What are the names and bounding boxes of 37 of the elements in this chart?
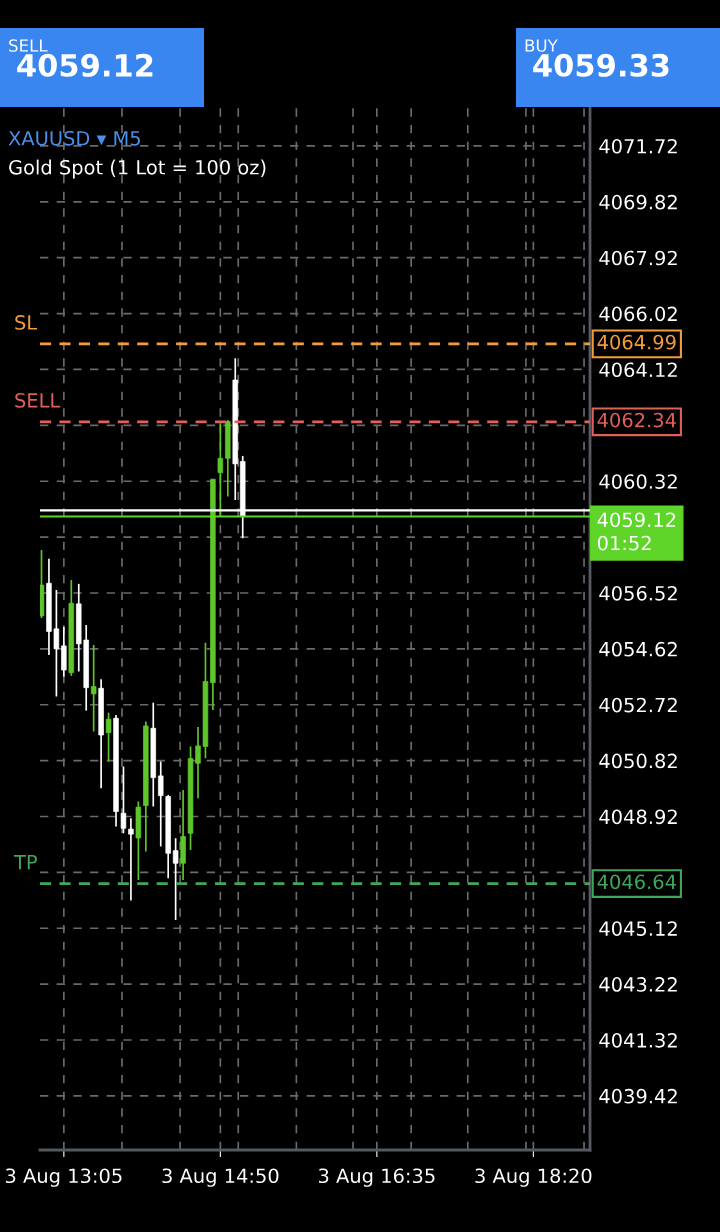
- text: 4059.33: [533, 53, 669, 77]
- ref-line-label: 4059.12 01:52: [597, 512, 676, 551]
- x-tick-label: 3 Aug 16:35: [318, 1168, 435, 1187]
- y-tick-label: 4041.32: [599, 1032, 677, 1048]
- y-tick-label: 4048.92: [599, 809, 677, 825]
- ref-line-label: 4046.64: [597, 874, 676, 890]
- candlestick: [217, 422, 224, 518]
- y-tick-label: 4043.22: [599, 977, 677, 992]
- y-tick-label: 4071.72: [599, 138, 677, 154]
- y-tick-label: 4069.82: [599, 194, 677, 210]
- text: SELL: [9, 39, 48, 52]
- annotation: SELL: [15, 393, 61, 408]
- x-tick-label: 3 Aug 13:05: [5, 1168, 122, 1187]
- y-tick-label: 4056.52: [599, 585, 677, 601]
- text: XAUUSD ▾ M5: [8, 130, 140, 146]
- ref-line-label: 4062.34: [597, 412, 676, 428]
- text: SL: [15, 315, 38, 330]
- text: 4059.12: [17, 53, 153, 77]
- candlestick: [172, 837, 179, 921]
- text: BUY: [525, 39, 558, 52]
- y-tick-label: 4066.02: [599, 306, 677, 322]
- y-tick-label: 4060.32: [599, 474, 677, 489]
- x-tick-label: 3 Aug 18:20: [475, 1168, 592, 1187]
- y-tick-label: 4054.62: [599, 641, 677, 657]
- y-tick-label: 4045.12: [599, 921, 677, 936]
- x-tick-label: 3 Aug 14:50: [162, 1168, 279, 1187]
- candlestick: [158, 760, 164, 848]
- ref-line-label: 4064.99: [597, 334, 676, 350]
- y-tick-label: 4050.82: [599, 753, 677, 769]
- y-tick-label: 4039.42: [599, 1088, 677, 1104]
- y-tick-label: 4052.72: [599, 697, 677, 713]
- text: TP: [13, 855, 37, 870]
- y-tick-label: 4064.12: [599, 362, 677, 378]
- candlestick: [105, 711, 112, 763]
- text: Gold Spot (1 Lot = 100 oz): [9, 159, 266, 179]
- y-tick-label: 4067.92: [599, 250, 677, 266]
- candlestick: [90, 644, 97, 733]
